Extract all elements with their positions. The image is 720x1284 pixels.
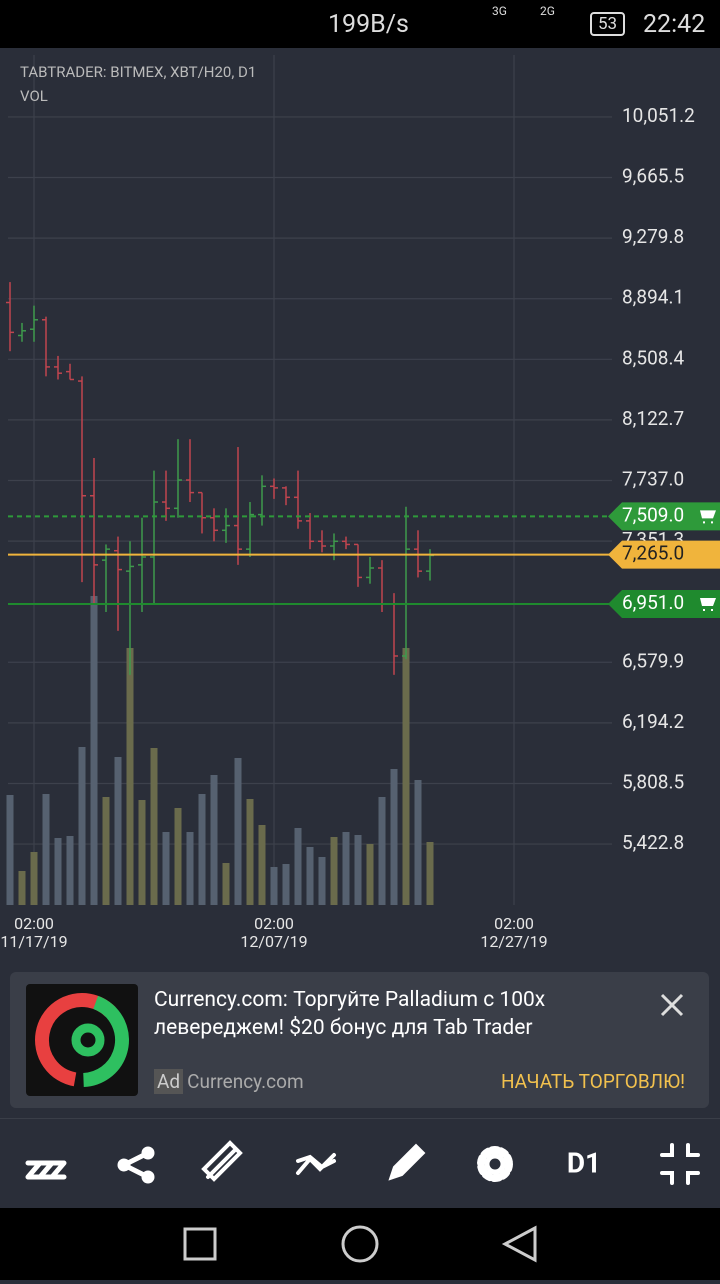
y-tick-label: 5,808.5 bbox=[622, 770, 684, 793]
y-tick-label: 6,194.2 bbox=[622, 710, 684, 733]
draw-button[interactable] bbox=[388, 1143, 426, 1181]
x-tick-date: 12/07/19 bbox=[240, 932, 307, 951]
x-tick-time: 02:00 bbox=[254, 914, 294, 933]
volume-bar bbox=[414, 780, 422, 905]
ruler-button[interactable] bbox=[201, 1140, 243, 1182]
battery: 53 bbox=[590, 12, 626, 36]
x-tick-time: 02:00 bbox=[494, 914, 534, 933]
price-marker bbox=[608, 540, 720, 569]
volume-bar bbox=[210, 775, 218, 905]
volume-bar bbox=[174, 808, 182, 905]
volume-bar bbox=[378, 797, 386, 905]
recents-button[interactable] bbox=[183, 1227, 217, 1261]
chart-subtitle: VOL bbox=[20, 87, 48, 105]
volume-bar bbox=[234, 758, 242, 905]
volume-bar bbox=[114, 757, 122, 905]
ad-source: Ad Currency.com bbox=[154, 1069, 304, 1094]
fullscreen-button[interactable] bbox=[660, 1143, 700, 1185]
volume-bar bbox=[270, 867, 278, 905]
volume-bar bbox=[126, 648, 134, 905]
toolbar-icons: D1 bbox=[25, 1140, 700, 1185]
clock: 22:42 bbox=[643, 10, 706, 39]
volume-bar bbox=[78, 747, 86, 905]
ad-banner[interactable]: Currency.com: Торгуйте Palladium с 100x … bbox=[10, 972, 709, 1108]
volume-bar bbox=[18, 871, 26, 905]
volume-bar bbox=[342, 832, 350, 905]
price-marker bbox=[608, 589, 720, 618]
volume-bar bbox=[282, 864, 290, 905]
network-1: 3G bbox=[492, 4, 507, 18]
volume-bar bbox=[198, 794, 206, 905]
nav-icons bbox=[183, 1225, 537, 1263]
timeframe-button[interactable]: D1 bbox=[567, 1146, 601, 1179]
back-button[interactable] bbox=[501, 1225, 537, 1263]
volume-bar bbox=[258, 825, 266, 905]
nav-bar bbox=[0, 1208, 720, 1280]
y-tick-label: 9,665.5 bbox=[622, 165, 684, 188]
y-tick-label: 7,737.0 bbox=[622, 468, 684, 491]
volume-bar bbox=[102, 797, 110, 905]
volume-bar bbox=[390, 769, 398, 905]
volume-bar bbox=[150, 748, 158, 905]
chart-type-button[interactable] bbox=[25, 1160, 67, 1180]
volume-bar bbox=[366, 844, 374, 905]
volume-bar bbox=[426, 842, 434, 905]
volume-bar bbox=[222, 863, 230, 905]
volume-bar bbox=[294, 828, 302, 905]
y-tick-label: 6,579.9 bbox=[622, 649, 684, 672]
y-tick-label: 5,422.8 bbox=[622, 831, 684, 854]
price-marker-label: 7,265.0 bbox=[622, 542, 684, 565]
y-tick-label: 8,122.7 bbox=[622, 407, 684, 430]
ad-domain: Currency.com bbox=[187, 1070, 304, 1093]
volume-bar bbox=[402, 648, 410, 905]
x-tick-time: 02:00 bbox=[14, 914, 54, 933]
x-tick-date: 11/17/19 bbox=[0, 932, 67, 951]
toolbar: D1 bbox=[0, 1118, 720, 1209]
volume-bar bbox=[138, 800, 146, 905]
volume-bar bbox=[318, 857, 326, 905]
ad-close[interactable] bbox=[659, 992, 685, 1018]
ad-message: Currency.com: Торгуйте Palladium с 100x … bbox=[154, 988, 546, 1040]
chart-title: TABTRADER: BITMEX, XBT/H20, D1 bbox=[20, 63, 256, 81]
volume-bar bbox=[90, 596, 98, 905]
volume-bar bbox=[66, 836, 74, 905]
indicators-button[interactable] bbox=[296, 1153, 336, 1175]
chart: 10,051.2 9,665.5 9,279.8 8,894.1 8,508.4 8,12… bbox=[0, 55, 720, 952]
volume-bar bbox=[6, 795, 14, 905]
ad-cta[interactable]: НАЧАТЬ ТОРГОВЛЮ! bbox=[500, 1070, 685, 1093]
y-tick-label: 9,279.8 bbox=[622, 225, 684, 248]
price-marker bbox=[608, 502, 720, 531]
home-button[interactable] bbox=[341, 1225, 379, 1263]
volume-bar bbox=[246, 799, 254, 905]
order-icon bbox=[700, 510, 716, 524]
volume-bar bbox=[162, 832, 170, 905]
network-2: 2G bbox=[540, 4, 555, 18]
volume-bar bbox=[354, 835, 362, 905]
volume-bar bbox=[54, 838, 62, 905]
price-marker-label: 7,509.0 bbox=[622, 503, 684, 526]
status-bar: 199B/s 3G 2G 53 22:42 bbox=[0, 0, 720, 48]
y-tick-label: 8,894.1 bbox=[622, 286, 684, 309]
ad-logo bbox=[26, 984, 138, 1096]
settings-button[interactable] bbox=[477, 1146, 513, 1182]
net-speed: 199B/s bbox=[328, 10, 409, 39]
volume-bar bbox=[306, 847, 314, 905]
ad-badge: Ad bbox=[154, 1069, 184, 1094]
x-tick-date: 12/27/19 bbox=[480, 932, 547, 951]
y-tick-label: 10,051.2 bbox=[622, 104, 695, 127]
volume-bar bbox=[330, 837, 338, 905]
order-icon bbox=[700, 597, 716, 611]
volume-bar bbox=[42, 794, 50, 905]
volume-bar bbox=[30, 852, 38, 905]
share-button[interactable] bbox=[117, 1146, 155, 1184]
y-tick-label: 8,508.4 bbox=[622, 346, 684, 369]
price-marker-label: 6,951.0 bbox=[622, 591, 684, 614]
volume-bar bbox=[186, 832, 194, 905]
